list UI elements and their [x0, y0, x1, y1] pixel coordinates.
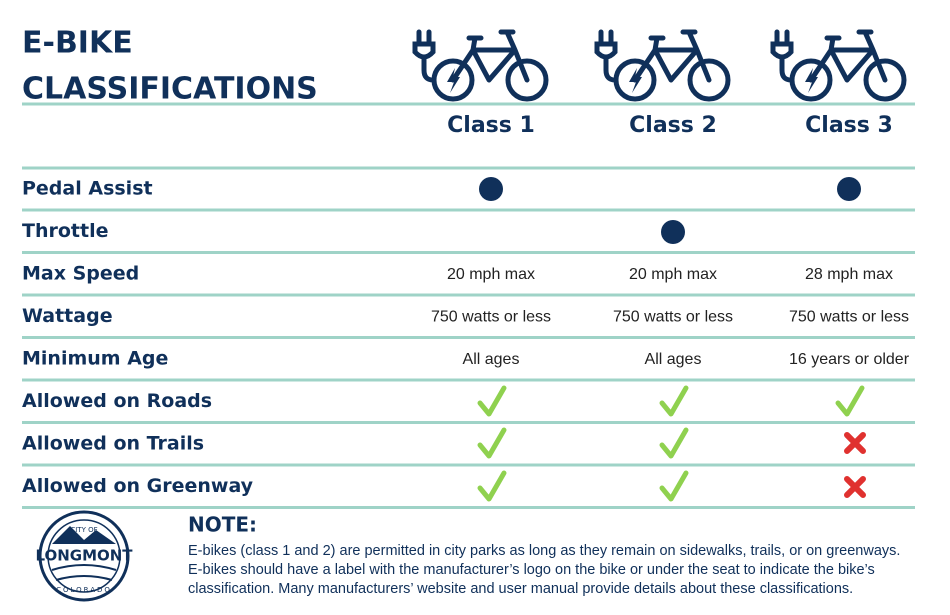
cell-text: 16 years or older — [789, 351, 910, 368]
note-title: NOTE: — [188, 513, 257, 537]
bike-icon — [773, 32, 904, 99]
dot — [837, 177, 861, 201]
column-header: Class 2 — [629, 113, 717, 138]
cell-text: 750 watts or less — [431, 309, 551, 326]
logo-name: LONGMONT — [35, 547, 133, 565]
check — [477, 385, 507, 417]
cell-text: 20 mph max — [629, 266, 717, 283]
cell-text: All ages — [645, 351, 702, 368]
column-header: Class 3 — [805, 113, 893, 138]
cell-text: All ages — [463, 351, 520, 368]
row-label: Wattage — [22, 305, 113, 327]
cell-text: 750 watts or less — [613, 309, 733, 326]
row-label: Throttle — [22, 220, 108, 242]
row-label: Max Speed — [22, 263, 139, 285]
table: Pedal Assist Throttle Max Speed 20 mph max 2… — [22, 102, 915, 509]
check — [835, 385, 865, 417]
row-label: Minimum Age — [22, 348, 168, 370]
title: CLASSIFICATIONS — [22, 72, 318, 107]
dot — [661, 220, 685, 244]
check — [659, 427, 689, 459]
title: E-BIKE — [22, 26, 133, 61]
check — [477, 427, 507, 459]
note-line: E-bikes (class 1 and 2) are permitted in… — [188, 543, 900, 559]
logo-top: CITY OF — [70, 526, 97, 534]
bike-icons — [415, 32, 904, 99]
check — [659, 470, 689, 502]
row-label: Allowed on Trails — [22, 433, 204, 455]
bike-icon — [415, 32, 546, 99]
cross — [844, 476, 866, 498]
bike-icon — [597, 32, 728, 99]
row-label: Allowed on Roads — [22, 390, 212, 412]
note-line: E-bikes should have a label with the man… — [188, 562, 875, 578]
cell-text: 20 mph max — [447, 266, 535, 283]
cross — [844, 432, 866, 454]
icons — [477, 177, 866, 502]
logo: CITY OF LONGMONT COLORADO — [35, 510, 133, 602]
check — [659, 385, 689, 417]
cell-text: 28 mph max — [805, 266, 893, 283]
check — [477, 470, 507, 502]
logo-bottom: COLORADO — [56, 586, 112, 594]
column-header: Class 1 — [447, 113, 535, 138]
dot — [479, 177, 503, 201]
cell-text: 750 watts or less — [789, 309, 909, 326]
row-label: Allowed on Greenway — [22, 475, 254, 497]
row-label: Pedal Assist — [22, 178, 153, 200]
note-line: classification. Many manufacturers’ webs… — [188, 581, 853, 597]
